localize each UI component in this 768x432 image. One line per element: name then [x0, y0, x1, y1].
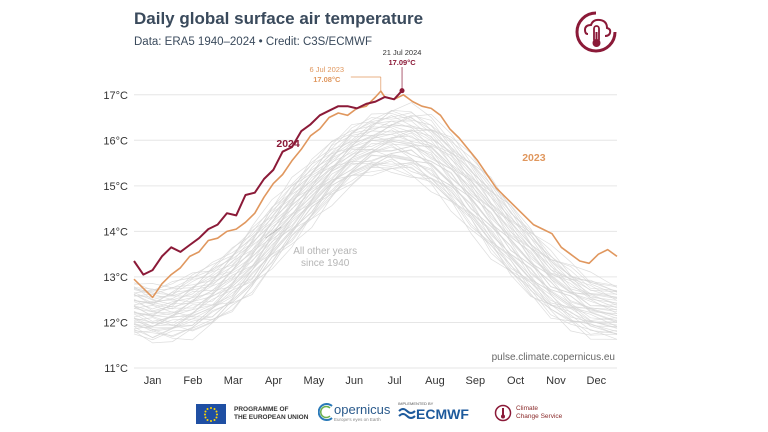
other-year-line	[133, 129, 618, 301]
ecmwf-logo: IMPLEMENTED BY ECMWF	[398, 401, 469, 422]
other-year-line	[133, 129, 618, 312]
other-year-line	[133, 146, 618, 319]
x-tick-label: Jan	[144, 375, 162, 387]
x-tick-label: Mar	[224, 375, 243, 387]
series-label-other-years: since 1940	[301, 258, 350, 269]
other-year-line	[133, 102, 618, 291]
series-line-2023	[133, 90, 618, 299]
y-tick-label: 11°C	[104, 363, 128, 375]
series-line-2024	[133, 90, 403, 276]
chart-subtitle: Data: ERA5 1940–2024 • Credit: C3S/ECMWF	[134, 36, 372, 48]
other-year-line	[133, 154, 618, 328]
c3s-line-2: Change Service	[516, 413, 563, 420]
x-tick-label: Apr	[265, 375, 282, 387]
y-tick-label: 14°C	[103, 226, 128, 238]
copernicus-c-icon	[318, 403, 333, 421]
other-year-line	[133, 160, 618, 341]
other-year-line	[133, 133, 618, 306]
temperature-chart: 11°C 12°C 13°C 14°C 15°C 16°C 17°C Jan Feb Mar Apr…	[103, 48, 618, 387]
x-tick-label: Feb	[183, 375, 202, 387]
c3s-logo: Climate Change Service	[494, 404, 562, 422]
c3s-emblem-icon	[494, 404, 512, 422]
eu-line-2: THE EUROPEAN UNION	[234, 414, 309, 421]
y-tick-label: 16°C	[103, 135, 128, 147]
other-year-line	[133, 132, 618, 317]
x-tick-label: Oct	[507, 375, 524, 387]
copernicus-logo: opernicus Europe's eyes on Earth	[318, 402, 390, 422]
x-tick-label: Aug	[425, 375, 445, 387]
other-year-line	[133, 122, 618, 305]
eu-flag-icon	[196, 404, 226, 424]
thermometer-cloud-icon	[575, 11, 617, 53]
annotation-2024-value: 17.09°C	[388, 58, 416, 67]
other-year-line	[133, 112, 618, 300]
other-year-line	[133, 158, 618, 332]
c3s-line-1: Climate	[516, 405, 539, 412]
other-year-line	[133, 109, 618, 295]
ecmwf-implemented-by: IMPLEMENTED BY	[398, 401, 434, 406]
footer-logos: PROGRAMME OF THE EUROPEAN UNION opernicu…	[0, 398, 768, 432]
other-years-leader	[265, 226, 282, 239]
series-label-other-years: All other years	[293, 246, 357, 257]
annotation-2023-date: 6 Jul 2023	[309, 65, 344, 74]
y-tick-label: 12°C	[103, 317, 128, 329]
x-tick-label: May	[304, 375, 325, 387]
other-year-line	[133, 140, 618, 318]
x-tick-label: Jul	[388, 375, 402, 387]
other-year-line	[133, 140, 618, 316]
other-year-line	[133, 161, 618, 332]
ecmwf-text: ECMWF	[416, 406, 469, 422]
other-year-line	[133, 110, 618, 293]
y-tick-label: 15°C	[103, 181, 128, 193]
ecmwf-wave-icon	[398, 408, 416, 419]
series-label-2024: 2024	[276, 138, 300, 150]
copernicus-text: opernicus	[334, 402, 391, 417]
annotation-2023-value: 17.08°C	[313, 75, 341, 84]
y-tick-label: 13°C	[103, 272, 128, 284]
eu-logo: PROGRAMME OF THE EUROPEAN UNION	[196, 404, 308, 424]
x-tick-label: Jun	[345, 375, 363, 387]
x-tick-label: Sep	[465, 375, 485, 387]
chart-title: Daily global surface air temperature	[134, 9, 424, 28]
other-year-line	[133, 146, 618, 324]
x-tick-label: Dec	[587, 375, 607, 387]
annotation-point-2024	[399, 88, 405, 94]
watermark-url: pulse.climate.copernicus.eu	[492, 352, 615, 363]
series-label-2023: 2023	[522, 152, 546, 164]
other-year-line	[133, 114, 618, 296]
copernicus-subtext: Europe's eyes on Earth	[334, 417, 381, 422]
other-year-line	[133, 162, 618, 338]
other-year-line	[133, 116, 618, 304]
eu-line-1: PROGRAMME OF	[234, 406, 289, 413]
other-year-line	[133, 163, 618, 338]
annotation-2024-date: 21 Jul 2024	[383, 48, 422, 57]
x-tick-label: Nov	[546, 375, 566, 387]
other-year-line	[133, 112, 618, 297]
y-tick-label: 17°C	[103, 90, 128, 102]
other-year-line	[133, 114, 618, 289]
